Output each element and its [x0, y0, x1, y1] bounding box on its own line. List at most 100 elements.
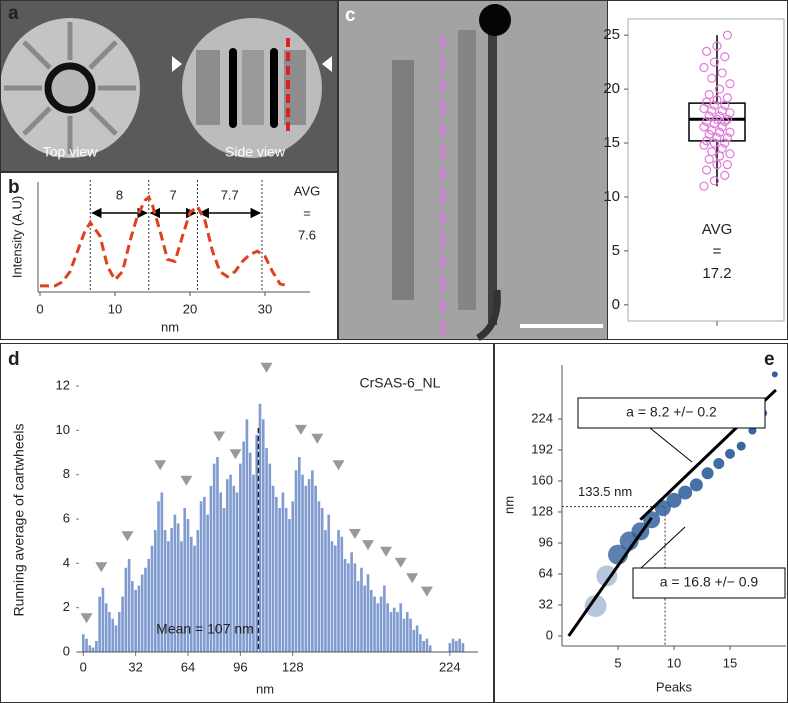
label-connector: [649, 427, 693, 463]
y-tick-label: 20: [603, 80, 620, 97]
y-tick-label: 2: [63, 599, 70, 614]
point: [714, 111, 725, 121]
point: [722, 30, 733, 40]
y-tick-label: 4: [63, 555, 70, 570]
bar: [206, 514, 209, 652]
bar: [284, 507, 288, 652]
bar: [405, 612, 409, 652]
bar: [458, 638, 461, 652]
point: [707, 73, 717, 83]
avg-label: =: [713, 243, 722, 260]
bar: [180, 541, 183, 652]
spacing-label: 7: [170, 187, 177, 202]
bar: [189, 536, 193, 652]
bar: [239, 463, 242, 652]
bar: [314, 485, 317, 652]
peak-arrow: [420, 586, 433, 597]
panel-label: a: [8, 3, 19, 24]
bar: [419, 634, 422, 652]
bar: [350, 552, 353, 652]
x-tick-label: 224: [439, 659, 461, 674]
x-axis-label: nm: [256, 681, 274, 696]
y-tick-label: 224: [531, 410, 553, 425]
bar: [127, 558, 131, 652]
point: [722, 93, 733, 103]
panel-c-frame: [607, 0, 788, 340]
bar: [235, 492, 239, 652]
point: [717, 106, 727, 116]
y-tick-label: 128: [531, 503, 553, 518]
bar: [396, 612, 399, 652]
avg-label: 7.6: [298, 227, 316, 242]
peak-arrow: [80, 613, 93, 624]
label-connector: [639, 526, 686, 570]
bar: [117, 612, 121, 652]
x-tick-label: 30: [258, 301, 272, 316]
bar: [461, 643, 465, 652]
bar: [373, 596, 376, 652]
bar: [261, 419, 265, 652]
point: [709, 57, 720, 67]
bar: [402, 618, 406, 652]
bar: [281, 492, 285, 652]
bar: [186, 519, 190, 652]
point: [720, 138, 730, 148]
bar: [137, 585, 141, 652]
panel-label: b: [8, 177, 20, 198]
bar: [451, 638, 455, 652]
panel-label: c: [345, 5, 356, 26]
point: [720, 52, 730, 62]
bar: [425, 638, 429, 652]
fit-label: a = 8.2 +/− 0.2: [626, 404, 717, 420]
bar: [134, 589, 137, 652]
y-tick-label: 160: [531, 472, 553, 487]
bar: [242, 441, 245, 652]
bar: [252, 474, 255, 652]
point: [666, 492, 682, 508]
bar: [101, 587, 105, 652]
bar: [199, 501, 203, 652]
bar: [193, 545, 196, 652]
bar: [85, 638, 88, 652]
bar: [196, 530, 200, 652]
point: [722, 160, 733, 170]
bar: [448, 643, 452, 652]
bar: [392, 607, 396, 652]
bar: [258, 403, 262, 652]
bar: [203, 496, 206, 652]
bar: [173, 514, 177, 652]
x-tick-label: 0: [80, 659, 87, 674]
bar: [81, 634, 85, 652]
peak-arrow: [394, 557, 407, 568]
point: [699, 103, 709, 114]
point: [717, 143, 727, 154]
bar: [167, 541, 170, 652]
point: [701, 46, 712, 56]
point: [722, 133, 733, 143]
y-tick-label: 12: [56, 378, 70, 393]
point: [704, 89, 714, 100]
bar: [121, 596, 124, 652]
peak-arrow: [229, 449, 242, 460]
panel-c-image: [338, 0, 608, 342]
peak-arrow: [121, 531, 134, 542]
point: [704, 154, 714, 164]
y-tick-label: 32: [539, 596, 553, 611]
bar: [275, 496, 278, 652]
bar: [327, 514, 331, 652]
bar: [124, 567, 128, 652]
point: [771, 371, 778, 378]
panel-label: d: [8, 349, 20, 370]
peak-arrow: [348, 528, 361, 539]
spacing-label: 8: [116, 187, 123, 202]
bar: [271, 485, 275, 652]
bar: [288, 519, 291, 652]
bar: [330, 541, 334, 652]
bar: [163, 530, 167, 652]
panel-b-frame: [0, 172, 338, 340]
bar: [383, 585, 386, 652]
point: [722, 114, 733, 124]
bar: [153, 530, 157, 652]
point: [725, 149, 735, 159]
